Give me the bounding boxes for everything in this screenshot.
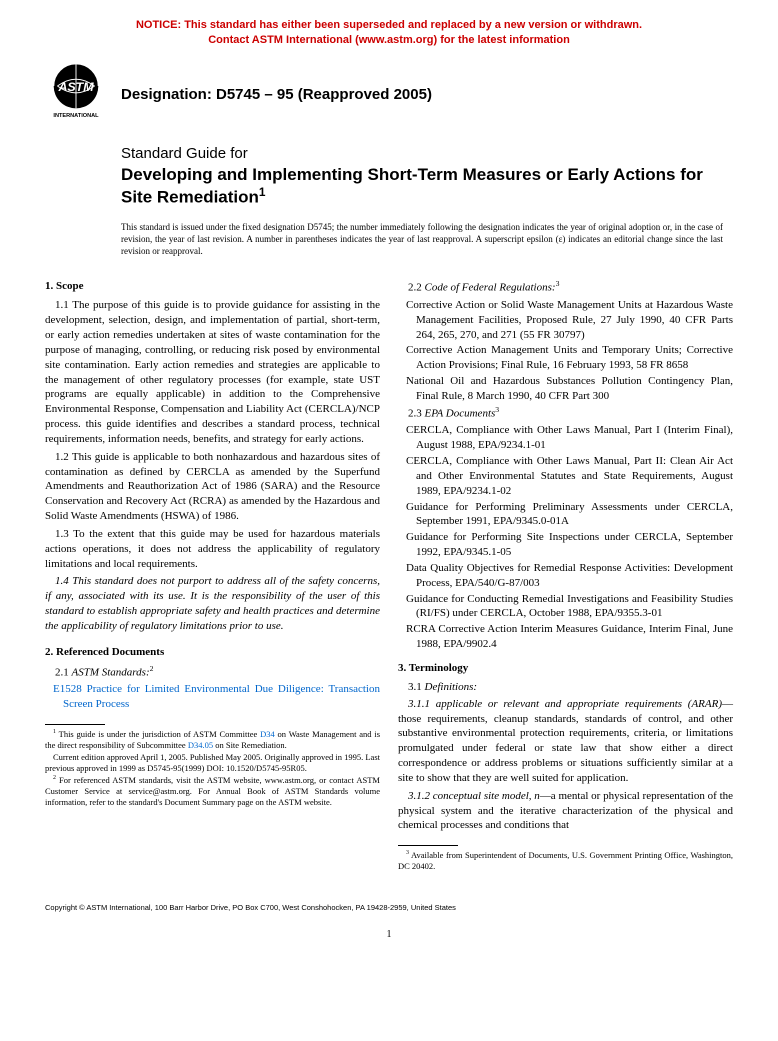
title-block: Standard Guide for Developing and Implem… [121, 144, 733, 209]
page-number: 1 [45, 928, 733, 942]
term-3-1: 3.1 Definitions: [398, 680, 733, 695]
notice-line-2: Contact ASTM International (www.astm.org… [45, 33, 733, 48]
fn1-a: This guide is under the jurisdiction of … [56, 729, 260, 739]
refs-2-3-sup: 3 [495, 405, 499, 414]
fn1-c: on Site Remediation. [213, 740, 287, 750]
astm-logo: ASTM INTERNATIONAL [45, 60, 107, 122]
svg-text:INTERNATIONAL: INTERNATIONAL [53, 113, 99, 119]
right-column: 2.2 Code of Federal Regulations:3 Correc… [398, 279, 733, 873]
refs-2-2-sup: 3 [556, 279, 560, 288]
term-312-lead: 3.1.2 conceptual site model [408, 790, 529, 802]
fn1-link2[interactable]: D34.05 [188, 740, 213, 750]
epa-item: Guidance for Performing Preliminary Asse… [398, 500, 733, 530]
refs-2-1: 2.1 ASTM Standards:2 [45, 664, 380, 681]
footnote-rule-right [398, 845, 458, 846]
issuance-note: This standard is issued under the fixed … [121, 222, 723, 257]
cfr-item: Corrective Action Management Units and T… [398, 343, 733, 373]
scope-1-1: 1.1 The purpose of this guide is to prov… [45, 298, 380, 446]
designation-text: Designation: D5745 – 95 (Reapproved 2005… [121, 77, 432, 105]
notice-line-1: NOTICE: This standard has either been su… [45, 18, 733, 33]
footnote-rule-left [45, 724, 105, 725]
scope-head: 1. Scope [45, 279, 380, 294]
epa-item: Guidance for Conducting Remedial Investi… [398, 592, 733, 622]
refs-2-1-lbl: ASTM Standards: [72, 666, 150, 678]
ref-e1528-code[interactable]: E1528 [53, 683, 82, 695]
term-3-1-lbl: Definitions: [425, 681, 478, 693]
term-3-1-num: 3.1 [408, 681, 422, 693]
epa-item: RCRA Corrective Action Interim Measures … [398, 622, 733, 652]
refs-2-2: 2.2 Code of Federal Regulations:3 [398, 279, 733, 296]
svg-text:ASTM: ASTM [57, 80, 94, 94]
fn3-text: Available from Superintendent of Documen… [398, 850, 733, 871]
fn2-text: For referenced ASTM standards, visit the… [45, 775, 380, 807]
term-head: 3. Terminology [398, 661, 733, 676]
title-sup: 1 [259, 185, 266, 199]
epa-item: CERCLA, Compliance with Other Laws Manua… [398, 454, 733, 499]
title-main-text: Developing and Implementing Short-Term M… [121, 165, 703, 207]
footnote-1: 1 This guide is under the jurisdiction o… [45, 729, 380, 751]
notice-banner: NOTICE: This standard has either been su… [45, 18, 733, 48]
scope-1-2: 1.2 This guide is applicable to both non… [45, 450, 380, 524]
fn1-link1[interactable]: D34 [260, 729, 275, 739]
refs-2-2-num: 2.2 [408, 282, 422, 294]
footnote-3: 3 Available from Superintendent of Docum… [398, 850, 733, 872]
refs-head: 2. Referenced Documents [45, 645, 380, 660]
term-311-lead: 3.1.1 applicable or relevant and appropr… [408, 698, 722, 710]
title-prefix: Standard Guide for [121, 144, 733, 164]
cfr-item: Corrective Action or Solid Waste Managem… [398, 298, 733, 343]
cfr-item: National Oil and Hazardous Substances Po… [398, 374, 733, 404]
epa-item: CERCLA, Compliance with Other Laws Manua… [398, 423, 733, 453]
left-column: 1. Scope 1.1 The purpose of this guide i… [45, 279, 380, 873]
term-3-1-2: 3.1.2 conceptual site model, n—a mental … [398, 789, 733, 834]
refs-2-1-sup: 2 [150, 664, 154, 673]
epa-item: Data Quality Objectives for Remedial Res… [398, 561, 733, 591]
epa-item: Guidance for Performing Site Inspections… [398, 530, 733, 560]
document-page: NOTICE: This standard has either been su… [0, 0, 778, 961]
copyright-line: Copyright © ASTM International, 100 Barr… [45, 903, 733, 913]
refs-2-2-lbl: Code of Federal Regulations: [425, 282, 556, 294]
refs-2-1-num: 2.1 [55, 666, 69, 678]
footnote-2: 2 For referenced ASTM standards, visit t… [45, 775, 380, 808]
term-3-1-1: 3.1.1 applicable or relevant and appropr… [398, 697, 733, 786]
body-columns: 1. Scope 1.1 The purpose of this guide i… [45, 279, 733, 873]
header-row: ASTM INTERNATIONAL Designation: D5745 – … [45, 60, 733, 122]
refs-2-3: 2.3 EPA Documents3 [398, 405, 733, 422]
scope-1-4: 1.4 This standard does not purport to ad… [45, 574, 380, 633]
refs-2-3-num: 2.3 [408, 408, 422, 420]
scope-1-3: 1.3 To the extent that this guide may be… [45, 527, 380, 572]
footnote-1b: Current edition approved April 1, 2005. … [45, 752, 380, 774]
term-311-body: —those requirements, cleanup standards, … [398, 698, 733, 784]
ref-e1528-title[interactable]: Practice for Limited Environmental Due D… [63, 683, 380, 710]
term-312-n: , n [529, 790, 540, 802]
ref-e1528: E1528 Practice for Limited Environmental… [45, 682, 380, 712]
title-main: Developing and Implementing Short-Term M… [121, 165, 733, 208]
refs-2-3-lbl: EPA Documents [425, 408, 496, 420]
